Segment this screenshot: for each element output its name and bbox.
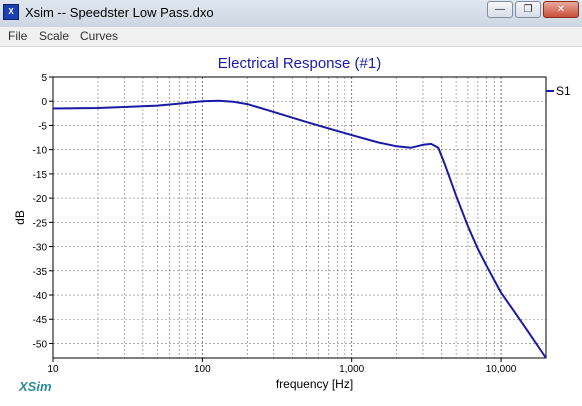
- menu-file[interactable]: File: [8, 29, 28, 43]
- y-tick-label: -5: [38, 121, 47, 132]
- restore-button[interactable]: ❐: [515, 1, 541, 18]
- y-tick-label: -25: [33, 218, 48, 229]
- y-tick-label: -30: [33, 243, 48, 254]
- menu-scale[interactable]: Scale: [39, 29, 70, 43]
- minimize-icon: —: [495, 4, 505, 15]
- xsim-app-icon[interactable]: X: [3, 4, 19, 20]
- y-tick-label: 5: [41, 73, 47, 84]
- x-tick-label: 100: [194, 364, 211, 375]
- y-tick-label: -45: [33, 315, 48, 326]
- y-grid: [53, 100, 546, 344]
- chart-area: [0, 47, 582, 406]
- close-button[interactable]: ✕: [543, 1, 579, 18]
- plot-frame: [52, 76, 547, 359]
- x-axis-label: frequency [Hz]: [276, 377, 353, 391]
- window-title: Xsim -- Speedster Low Pass.dxo: [25, 5, 214, 20]
- legend-label-s1: S1: [556, 84, 571, 98]
- menu-bar: File Scale Curves: [0, 27, 582, 47]
- legend: S1: [546, 84, 571, 98]
- y-tick-label: -40: [33, 291, 48, 302]
- x-tick-label: 1,000: [339, 364, 364, 375]
- y-tick-label: -20: [33, 194, 48, 205]
- minimize-button[interactable]: —: [487, 1, 513, 18]
- y-tick-label: -10: [33, 146, 48, 157]
- y-tick-label: -50: [33, 339, 48, 350]
- y-tick-label: -35: [33, 267, 48, 278]
- y-tick-label: -15: [33, 170, 48, 181]
- close-icon: ✕: [556, 4, 566, 15]
- y-tick-label: 0: [41, 97, 47, 108]
- restore-icon: ❐: [523, 4, 533, 15]
- x-tick-label: 10,000: [486, 364, 517, 375]
- x-tick-label: 10: [47, 364, 59, 375]
- series-line-s1: [52, 99, 547, 359]
- y-axis-label: dB: [13, 210, 27, 225]
- menu-curves[interactable]: Curves: [80, 29, 119, 43]
- xsim-brand-logo: XSim: [19, 379, 52, 394]
- chart-title: Electrical Response (#1): [218, 55, 381, 72]
